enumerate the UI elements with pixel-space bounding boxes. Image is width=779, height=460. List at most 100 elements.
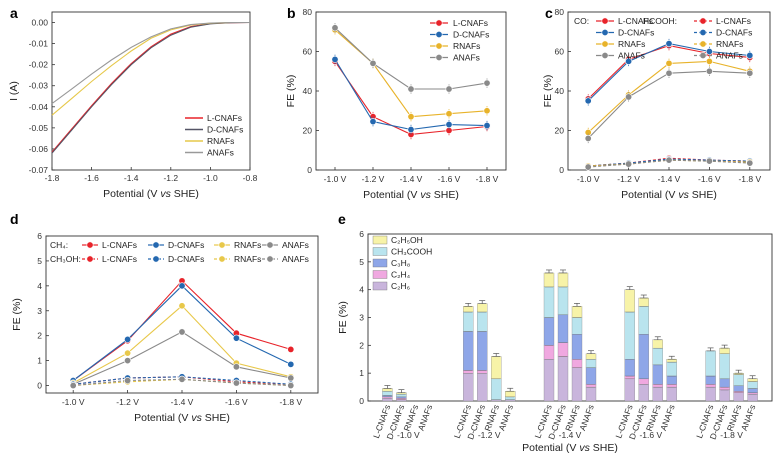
panel-letter-e: e bbox=[338, 211, 346, 227]
y-tick-label: 3 bbox=[37, 306, 42, 316]
bar-segment bbox=[463, 331, 474, 371]
legend-label: ANAFs bbox=[453, 53, 480, 63]
data-point bbox=[705, 157, 713, 165]
bar-segment bbox=[585, 359, 597, 368]
series-line bbox=[334, 61, 488, 135]
data-point bbox=[331, 24, 339, 32]
bar-segment bbox=[505, 396, 516, 400]
bar-segment bbox=[719, 386, 730, 391]
x-tick-label: -0.8 bbox=[243, 173, 258, 183]
bar-segment bbox=[652, 384, 663, 388]
y-axis-label: FE (%) bbox=[542, 75, 554, 108]
legend-label: D-CNAFs bbox=[168, 254, 204, 264]
legend-marker bbox=[435, 42, 443, 50]
y-tick-label: 0 bbox=[37, 381, 42, 391]
data-point bbox=[665, 40, 673, 48]
legend-label: D-CNAFs bbox=[168, 240, 204, 250]
legend-label: RNAFs bbox=[618, 39, 645, 49]
bar-segment bbox=[585, 386, 597, 402]
panel-letter-a: a bbox=[10, 5, 18, 21]
legend-marker bbox=[601, 28, 609, 36]
x-tick-label: -1.0 V bbox=[62, 397, 85, 407]
bar-segment bbox=[382, 388, 393, 392]
data-point bbox=[584, 97, 592, 105]
data-point bbox=[665, 69, 673, 77]
data-point bbox=[178, 328, 186, 336]
y-tick-label: 2 bbox=[37, 331, 42, 341]
bar-segment bbox=[719, 353, 730, 379]
x-tick-label: -1.0 V bbox=[324, 174, 347, 184]
legend-label: D-CNAFs bbox=[716, 28, 752, 38]
data-point bbox=[232, 363, 240, 371]
legend-marker bbox=[266, 241, 274, 249]
y-tick-label: 5 bbox=[37, 256, 42, 266]
x-tick-label: -1.6 V bbox=[438, 174, 461, 184]
bar-segment bbox=[638, 306, 649, 335]
group-label: -1.8 V bbox=[720, 430, 743, 440]
data-point bbox=[625, 57, 633, 65]
y-tick-label: 0 bbox=[559, 165, 564, 175]
legend-label: ANAFs bbox=[716, 51, 743, 61]
y-tick-label: 3 bbox=[359, 313, 364, 323]
x-tick-label: -1.4 V bbox=[400, 174, 423, 184]
data-point bbox=[287, 360, 295, 368]
bar-segment bbox=[571, 306, 583, 318]
x-tick-label: -1.8 V bbox=[279, 397, 302, 407]
x-tick-label: -1.2 bbox=[163, 173, 178, 183]
panel-d: d -1.0 V -1.2 V -1.4 V -1.6 V -1.8 V 0 1 2 3 4 5 6 Po… bbox=[10, 211, 319, 424]
legend-label: L-CNAFs bbox=[102, 240, 137, 250]
data-point bbox=[665, 59, 673, 67]
bar-segment bbox=[477, 311, 488, 332]
y-tick-label: 6 bbox=[359, 229, 364, 239]
series-line bbox=[73, 376, 291, 385]
legend-swatch bbox=[372, 270, 388, 279]
bar-segment bbox=[652, 364, 663, 385]
legend-marker bbox=[435, 19, 443, 27]
bar-segment bbox=[666, 359, 677, 363]
bar-segment bbox=[733, 385, 744, 392]
x-axis-label: Potential (V vs SHE) bbox=[363, 189, 459, 201]
bar-segment bbox=[666, 384, 677, 388]
legend-label: C₂H₆ bbox=[391, 281, 410, 291]
panel-b: b -1.0 V -1.2 V -1.4 V -1.6 V -1.8 V 0 20 40 60 80… bbox=[285, 5, 507, 201]
bar-segment bbox=[624, 359, 635, 377]
legend-label: ANAFs bbox=[207, 148, 234, 158]
legend-label: D-CNAFs bbox=[618, 28, 654, 38]
data-point bbox=[369, 118, 377, 126]
legend-label: C₂H₅OH bbox=[391, 235, 423, 245]
series-line bbox=[587, 70, 750, 139]
legend-group-ch3oh: CH₃OH: bbox=[50, 254, 81, 264]
y-tick-label: 60 bbox=[555, 47, 565, 57]
x-tick-label: -1.4 V bbox=[658, 174, 681, 184]
bar-segment bbox=[747, 378, 758, 382]
x-axis-label: Potential (V vs SHE) bbox=[522, 442, 618, 454]
panel-letter-b: b bbox=[287, 5, 296, 21]
y-tick-label: 1 bbox=[37, 356, 42, 366]
bar-segment bbox=[624, 378, 635, 402]
bar-segment bbox=[382, 391, 393, 396]
x-tick-label: -1.0 bbox=[203, 173, 218, 183]
legend-marker bbox=[601, 17, 609, 25]
legend-marker bbox=[218, 255, 226, 263]
legend-group-hcooh: HCOOH: bbox=[643, 16, 677, 26]
data-point bbox=[124, 349, 132, 357]
data-point bbox=[287, 345, 295, 353]
legend-label: L-CNAFs bbox=[453, 18, 488, 28]
data-point bbox=[445, 110, 453, 118]
bar-segment bbox=[543, 345, 555, 360]
data-point bbox=[746, 51, 754, 59]
bar-segment bbox=[638, 297, 649, 307]
data-point bbox=[178, 375, 186, 383]
legend-swatch bbox=[372, 281, 388, 291]
data-point bbox=[69, 382, 77, 390]
bar-segment bbox=[719, 347, 730, 354]
bar-segment bbox=[624, 289, 635, 313]
y-tick-label: -0.04 bbox=[29, 102, 49, 112]
x-tick-label: -1.2 V bbox=[617, 174, 640, 184]
legend-marker bbox=[86, 255, 94, 263]
legend-label: RNAFs bbox=[716, 39, 743, 49]
bar-segment bbox=[652, 339, 663, 349]
x-axis-label: Potential (V vs SHE) bbox=[103, 188, 199, 200]
x-tick-label: -1.6 V bbox=[698, 174, 721, 184]
bar-segment bbox=[705, 350, 716, 377]
